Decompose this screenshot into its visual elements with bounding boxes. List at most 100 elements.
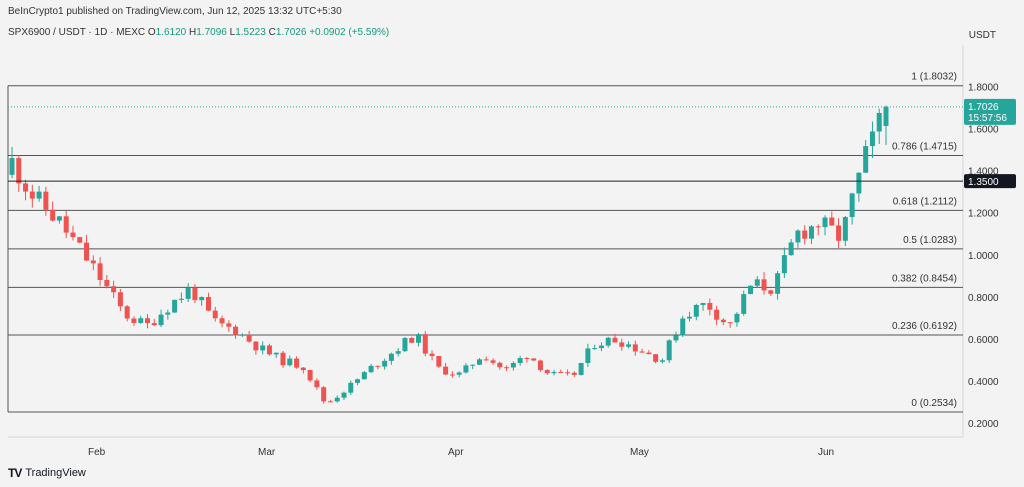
- candle-body: [43, 191, 49, 210]
- candle: [117, 288, 123, 312]
- candle-body: [544, 370, 550, 374]
- candle: [361, 370, 367, 380]
- fib-level-label: 0 (0.2534): [911, 398, 957, 409]
- candle-body: [808, 226, 814, 239]
- candle-body: [565, 372, 571, 374]
- candle: [700, 302, 706, 311]
- candle-body: [836, 225, 842, 241]
- candle: [375, 365, 381, 370]
- candle: [84, 234, 90, 262]
- candle-body: [761, 279, 767, 291]
- fib-level-label: 1 (1.8032): [911, 72, 957, 83]
- candle: [43, 186, 49, 216]
- candle-body: [700, 302, 706, 305]
- candle: [409, 336, 415, 344]
- marked-level-badge: [964, 174, 1016, 189]
- candle: [687, 311, 693, 322]
- candle: [300, 367, 306, 374]
- candle-body: [178, 298, 184, 300]
- candle: [280, 351, 286, 368]
- candle-body: [388, 353, 394, 361]
- candle-body: [212, 310, 218, 319]
- candle-body: [863, 146, 869, 173]
- candle-body: [734, 313, 740, 323]
- candle-body: [619, 342, 625, 347]
- candle-body: [145, 318, 151, 324]
- candle: [666, 339, 672, 364]
- candle-body: [483, 359, 489, 361]
- candle-body: [239, 334, 245, 336]
- candle: [836, 218, 842, 249]
- candle: [327, 399, 333, 403]
- y-tick-label: 0.6000: [968, 335, 999, 346]
- candle-body: [77, 237, 83, 243]
- candle: [883, 105, 889, 145]
- candle: [605, 336, 611, 348]
- candle-body: [233, 326, 239, 336]
- candle: [598, 342, 604, 352]
- candle: [497, 361, 503, 370]
- candle: [537, 359, 543, 372]
- candle: [192, 283, 198, 304]
- candle: [456, 371, 462, 378]
- candle-body: [287, 358, 293, 366]
- candle-body: [781, 255, 787, 274]
- candle-body: [842, 217, 848, 241]
- candle: [429, 350, 435, 361]
- candle: [571, 371, 577, 378]
- candle-body: [199, 297, 205, 301]
- candle: [592, 344, 598, 350]
- candle-body: [185, 288, 191, 299]
- candle: [382, 358, 388, 370]
- candle-body: [876, 112, 882, 132]
- candle: [822, 215, 828, 236]
- candle: [775, 271, 781, 300]
- candle-body: [36, 191, 42, 199]
- candle-body: [449, 374, 455, 376]
- candle-body: [537, 360, 543, 371]
- close-value: 1.7026: [275, 27, 307, 38]
- candle: [395, 348, 401, 357]
- candle: [104, 275, 110, 289]
- candle-body: [138, 318, 144, 323]
- candle: [646, 350, 652, 355]
- candle-body: [815, 226, 821, 228]
- candle-body: [131, 318, 137, 323]
- candle: [449, 371, 455, 378]
- candle: [483, 356, 489, 361]
- candle: [558, 369, 564, 374]
- candle: [416, 332, 422, 347]
- change-value: +0.0902 (+5.59%): [309, 27, 390, 38]
- candle: [151, 319, 157, 327]
- candle-body: [456, 372, 462, 375]
- candle: [727, 322, 733, 328]
- candle-body: [605, 337, 611, 346]
- candle-body: [192, 288, 198, 301]
- candle: [781, 247, 787, 279]
- candle: [334, 395, 340, 403]
- candle-body: [165, 312, 171, 315]
- candle: [504, 365, 510, 372]
- candle: [808, 225, 814, 244]
- candle: [734, 312, 740, 327]
- candle-body: [9, 158, 15, 175]
- candle-body: [117, 292, 123, 307]
- candle-body: [592, 348, 598, 350]
- low-key: L: [229, 27, 236, 38]
- candle-body: [90, 260, 96, 264]
- candle-body: [463, 365, 469, 373]
- x-tick-label: Jun: [818, 447, 834, 458]
- candle: [314, 378, 320, 390]
- candle: [490, 358, 496, 365]
- candle: [348, 380, 354, 396]
- candle: [294, 356, 300, 369]
- candle: [422, 331, 428, 357]
- candle: [145, 314, 151, 329]
- candle-body: [226, 323, 232, 327]
- candle-body: [720, 319, 726, 323]
- candle: [544, 369, 550, 375]
- candle-body: [822, 217, 828, 228]
- candle-body: [775, 273, 781, 294]
- countdown-label: 15:57:56: [968, 113, 1007, 124]
